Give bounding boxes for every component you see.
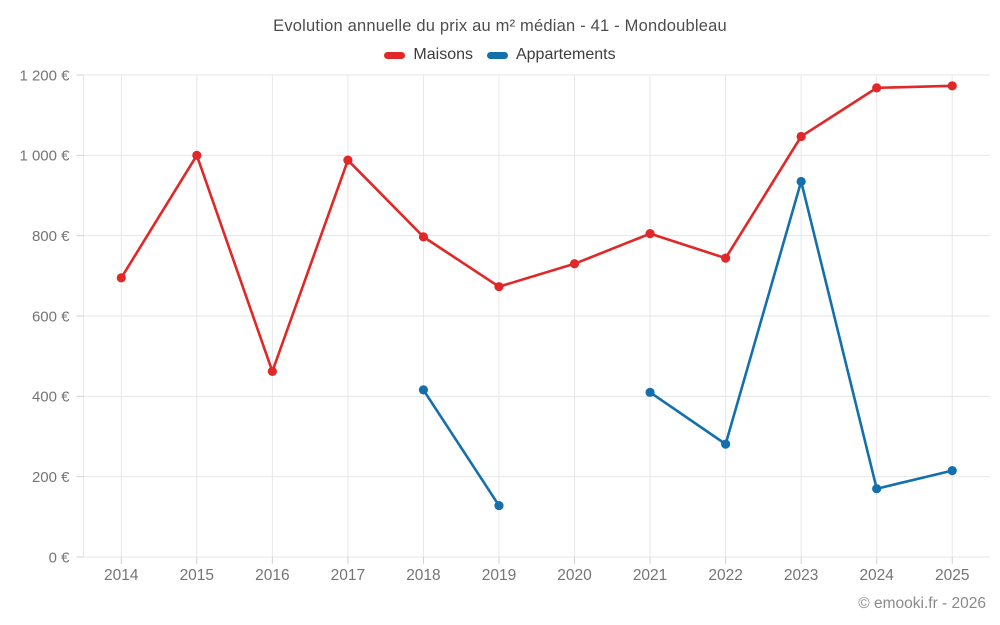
data-point-appartements-2025 (947, 466, 957, 476)
data-point-maisons-2025 (947, 81, 957, 91)
x-axis-tick-label: 2022 (708, 567, 742, 584)
y-axis-tick-label: 600 € (32, 308, 70, 325)
data-point-maisons-2020 (569, 259, 580, 269)
data-point-maisons-2023 (796, 131, 806, 142)
appartements-series-swatch-icon (486, 51, 508, 59)
y-axis-tick-label: 1 000 € (19, 148, 70, 165)
x-axis-tick-label: 2017 (331, 567, 365, 584)
x-axis-tick-label: 2016 (255, 567, 289, 584)
y-axis-tick-label: 400 € (32, 389, 70, 406)
series-line-maisons (119, 84, 954, 373)
chart-title: Evolution annuelle du prix au m² médian … (273, 17, 727, 35)
data-point-maisons-2024 (872, 83, 882, 93)
y-axis-tick-label: 800 € (32, 228, 70, 245)
x-axis-tick-label: 2014 (104, 567, 139, 584)
x-axis-tick-label: 2019 (482, 567, 516, 584)
chart-legend: Maisons Appartements (0, 46, 1000, 64)
data-point-maisons-2021 (645, 229, 655, 239)
data-point-appartements-2022 (721, 439, 731, 449)
data-point-appartements-2024 (872, 484, 882, 494)
data-point-maisons-2022 (721, 253, 731, 263)
legend-item-maisons[interactable]: Maisons (384, 46, 473, 64)
data-point-maisons-2014 (116, 273, 126, 283)
legend-label-maisons: Maisons (413, 46, 473, 63)
legend-label-appartements: Appartements (515, 46, 616, 63)
data-point-appartements-2018 (418, 385, 429, 395)
x-axis-tick-label: 2024 (859, 567, 894, 584)
data-point-maisons-2018 (418, 232, 429, 242)
copyright-attribution: © emooki.fr - 2026 (858, 595, 986, 612)
x-axis-tick-label: 2023 (784, 567, 818, 584)
x-axis-tick-label: 2015 (180, 567, 214, 584)
data-point-maisons-2019 (494, 282, 504, 292)
data-point-maisons-2015 (192, 150, 202, 160)
y-axis-tick-label: 1 200 € (19, 67, 70, 84)
y-axis-tick-label: 200 € (32, 469, 70, 486)
legend-item-appartements[interactable]: Appartements (486, 46, 616, 64)
y-axis-tick-label: 0 € (49, 549, 71, 566)
data-point-appartements-2021 (645, 387, 655, 397)
x-axis-tick-label: 2025 (935, 567, 969, 584)
data-point-maisons-2017 (343, 155, 353, 165)
x-axis-tick-label: 2018 (406, 567, 440, 584)
data-point-appartements-2023 (796, 176, 806, 187)
data-point-maisons-2016 (267, 366, 277, 377)
data-point-appartements-2019 (494, 500, 504, 511)
x-axis-tick-label: 2020 (557, 567, 592, 584)
series-line-appartements (422, 388, 501, 507)
maisons-series-swatch-icon (384, 51, 406, 59)
x-axis-tick-label: 2021 (633, 567, 667, 584)
